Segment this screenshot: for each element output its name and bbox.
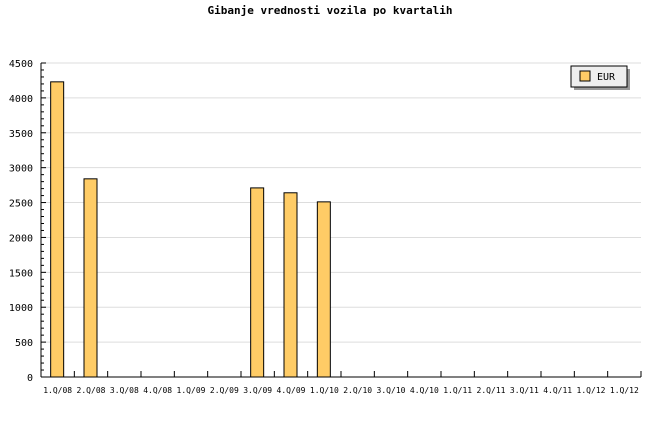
legend-swatch [579,70,591,82]
x-tick-label: 2.Q/10 [343,386,372,395]
bar [250,187,265,378]
x-tick-label: 1.Q/08 [43,386,72,395]
x-tick-label: 2.Q/11 [477,386,506,395]
bar [50,81,65,378]
y-tick-label: 3500 [9,129,33,140]
bar [316,201,331,378]
legend-label: EUR [597,72,616,83]
x-tick-label: 4.Q/11 [543,386,572,395]
x-tick-label: 3.Q/09 [243,386,272,395]
y-tick-label: 0 [27,373,33,384]
y-tick-label: 4500 [9,59,33,70]
y-tick-label: 500 [15,338,33,349]
y-tick-label: 1500 [9,268,33,279]
x-tick-label: 4.Q/10 [410,386,439,395]
x-tick-label: 1.Q/09 [177,386,206,395]
x-tick-label: 2.Q/08 [77,386,106,395]
y-tick-label: 1000 [9,303,33,314]
y-tick-label: 2000 [9,233,33,244]
bar [83,178,98,378]
x-tick-label: 3.Q/10 [377,386,406,395]
x-tick-label: 1.Q/10 [310,386,339,395]
x-tick-label: 1.Q/12 [577,386,606,395]
y-tick-label: 3000 [9,164,33,175]
x-tick-label: 1.Q/12 [610,386,639,395]
chart-title: Gibanje vrednosti vozila po kvartalih [207,4,453,17]
y-tick-label: 4000 [9,94,33,105]
x-tick-label: 2.Q/09 [210,386,239,395]
x-tick-label: 4.Q/09 [277,386,306,395]
x-tick-label: 3.Q/11 [510,386,539,395]
x-tick-label: 1.Q/11 [443,386,472,395]
bar [283,192,298,378]
y-tick-label: 2500 [9,199,33,210]
x-tick-label: 3.Q/08 [110,386,139,395]
x-tick-label: 4.Q/08 [143,386,172,395]
